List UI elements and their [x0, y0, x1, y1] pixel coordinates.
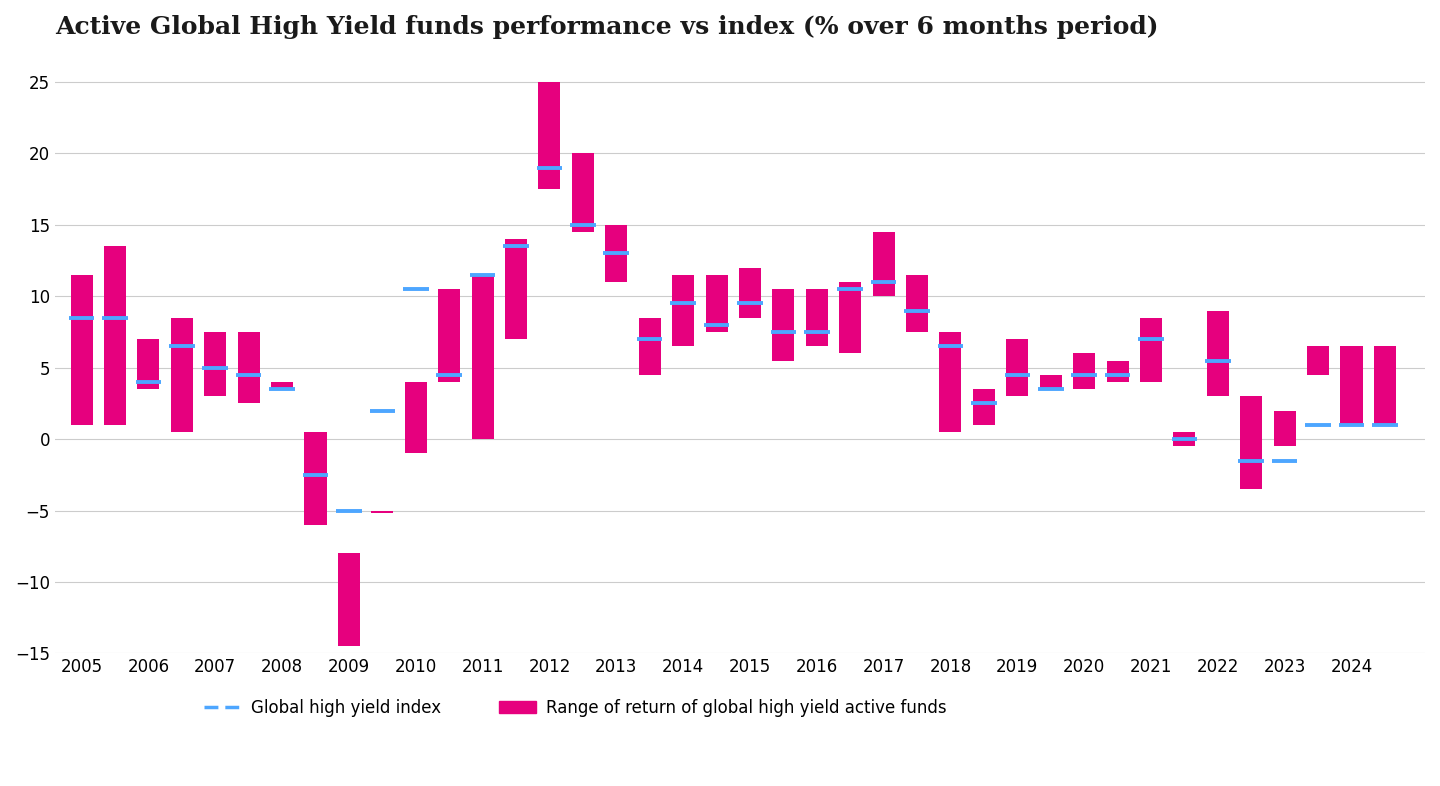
- Bar: [906, 275, 927, 332]
- Bar: [471, 275, 494, 439]
- Bar: [840, 282, 861, 354]
- Bar: [939, 332, 962, 432]
- Bar: [772, 289, 795, 361]
- Bar: [706, 275, 727, 332]
- Bar: [1308, 347, 1329, 375]
- Bar: [973, 389, 995, 425]
- Bar: [873, 232, 894, 296]
- Bar: [1007, 340, 1028, 396]
- Bar: [1207, 310, 1228, 396]
- Bar: [505, 239, 527, 340]
- Bar: [1040, 375, 1061, 389]
- Bar: [1273, 410, 1296, 446]
- Bar: [572, 153, 593, 232]
- Bar: [539, 82, 560, 189]
- Bar: [372, 511, 393, 513]
- Bar: [1140, 318, 1162, 382]
- Bar: [605, 225, 628, 282]
- Bar: [204, 332, 226, 396]
- Bar: [238, 332, 259, 403]
- Bar: [1240, 396, 1263, 489]
- Bar: [137, 340, 160, 389]
- Bar: [1106, 361, 1129, 382]
- Bar: [405, 382, 426, 454]
- Bar: [338, 553, 360, 646]
- Bar: [104, 246, 127, 425]
- Legend: Global high yield index, Range of return of global high yield active funds: Global high yield index, Range of return…: [197, 692, 953, 723]
- Bar: [438, 289, 461, 382]
- Bar: [672, 275, 694, 347]
- Text: Active Global High Yield funds performance vs index (% over 6 months period): Active Global High Yield funds performan…: [55, 15, 1158, 39]
- Bar: [304, 432, 327, 525]
- Bar: [1341, 347, 1362, 425]
- Bar: [806, 289, 828, 347]
- Bar: [1073, 354, 1096, 389]
- Bar: [71, 275, 92, 425]
- Bar: [1374, 347, 1395, 425]
- Bar: [739, 268, 760, 318]
- Bar: [271, 382, 294, 389]
- Bar: [1174, 432, 1195, 446]
- Bar: [639, 318, 661, 375]
- Bar: [171, 318, 193, 432]
